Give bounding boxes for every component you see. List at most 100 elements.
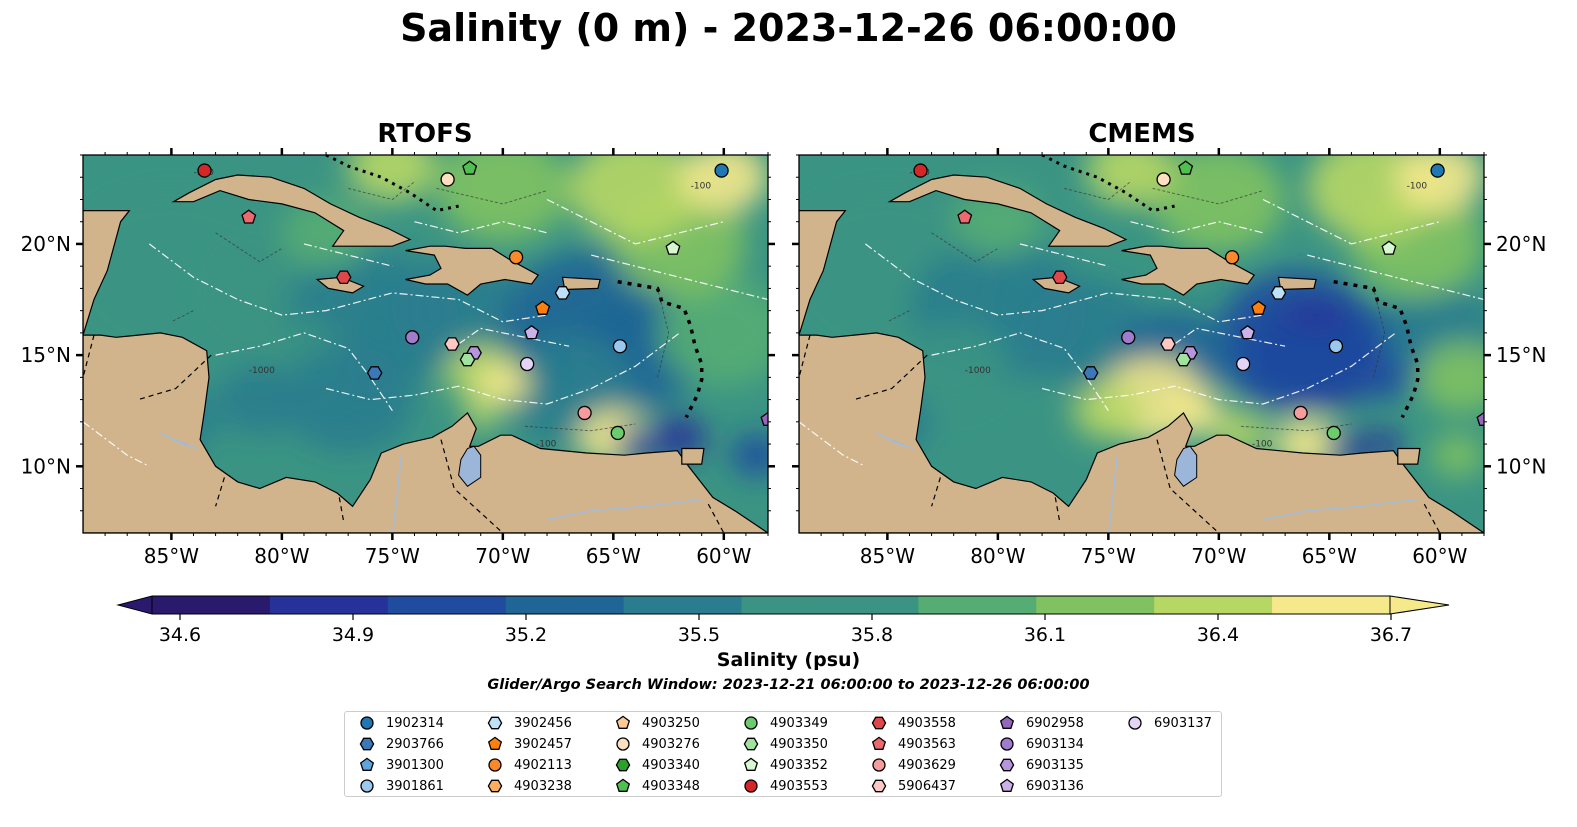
- contour-label: -100: [1407, 181, 1428, 191]
- legend-label: 3902457: [514, 736, 572, 752]
- float-marker-6903137: [519, 356, 535, 372]
- legend-label: 4903629: [898, 757, 956, 773]
- legend-marker-icon: [487, 736, 503, 750]
- colorbar-tick-label: 36.7: [1370, 624, 1412, 646]
- panel-title-cmems: CMEMS: [1088, 119, 1196, 149]
- legend-item: 1902314: [358, 713, 444, 733]
- land-yucatan: [83, 210, 131, 336]
- legend-item: 6903137: [1126, 713, 1212, 733]
- float-marker-2903766: [1082, 366, 1099, 380]
- float-marker-3901861: [612, 339, 628, 354]
- contour-label: -1000: [965, 366, 991, 376]
- colorbar-bin: [741, 596, 802, 614]
- legend-label: 6903136: [1026, 778, 1084, 794]
- eez-boundary: [1262, 198, 1440, 245]
- colorbar-extend-max: [1389, 595, 1450, 615]
- eez-boundary: [1307, 254, 1484, 301]
- contour-label: -100: [1252, 439, 1273, 449]
- colorbar-tick-label: 36.4: [1197, 624, 1239, 646]
- legend-marker-icon: [744, 779, 758, 793]
- colorbar-bin: [623, 596, 684, 614]
- legend-marker-icon: [1128, 716, 1142, 730]
- eez-boundary: [931, 332, 1109, 412]
- colorbar-tick-label: 36.1: [1024, 624, 1066, 646]
- float-marker-6903134: [405, 330, 420, 345]
- float-marker-4903349: [610, 425, 625, 441]
- float-marker-3902456: [1270, 286, 1287, 300]
- contour-label: -100: [691, 181, 712, 191]
- legend-marker-icon: [359, 757, 375, 771]
- eez-boundary: [414, 221, 548, 234]
- land-cuba: [171, 174, 412, 247]
- float-marker-4903553: [913, 163, 928, 178]
- float-marker-6903134: [1121, 330, 1136, 345]
- map-panel-rtofs: -1000-100-100-100: [83, 155, 768, 533]
- legend-label: 4903250: [642, 715, 700, 731]
- float-marker-4903352: [665, 240, 681, 255]
- legend-label: 4903348: [642, 778, 700, 794]
- legend-item: 3902456: [486, 713, 572, 733]
- colorbar-bin: [1272, 596, 1332, 614]
- contour-label: -100: [536, 439, 557, 449]
- float-marker-4903563: [957, 209, 973, 224]
- lat-tick-label: 10°N: [21, 454, 71, 478]
- legend-marker-icon: [999, 715, 1015, 729]
- legend-label: 4903340: [642, 757, 700, 773]
- float-marker-1902314: [1430, 163, 1445, 178]
- float-marker-6903136: [524, 324, 540, 340]
- legend-label: 4903276: [642, 736, 700, 752]
- eez-boundary: [215, 332, 393, 412]
- legend-item: 4902113: [486, 755, 572, 775]
- legend-marker-icon: [360, 716, 374, 730]
- legend-item: 6902958: [998, 713, 1084, 733]
- map-figure: -1000-100-100-100 -1000-100-100-100 85°W…: [21, 148, 1546, 646]
- legend-label: 4903558: [898, 715, 956, 731]
- lon-tick-label: 70°W: [475, 544, 530, 568]
- colorbar-bin: [446, 596, 507, 614]
- legend-label: 1902314: [386, 715, 444, 731]
- colorbar-bin: [1154, 596, 1214, 614]
- float-marker-4903558: [1051, 270, 1068, 285]
- float-marker-5906437: [1160, 337, 1176, 351]
- legend-item: 4903350: [742, 734, 828, 754]
- map-axes: 85°W 80°W 75°W 70°W 65°W 60°W 20°N 15°N 10°N 85°W…: [21, 148, 1546, 568]
- lat-tick-label: 20°N: [21, 232, 71, 256]
- colorbar-bin: [1213, 596, 1273, 614]
- legend-marker-icon: [743, 737, 759, 751]
- float-marker-6902958: [1476, 411, 1484, 426]
- legend-marker-icon: [871, 716, 887, 730]
- float-marker-4903348: [462, 160, 478, 175]
- contour-label: -1000: [249, 366, 275, 376]
- colorbar-bin: [1331, 596, 1391, 614]
- colorbar-tick-label: 34.6: [159, 624, 201, 646]
- land-trinidad: [1397, 447, 1421, 465]
- legend-label: 3901300: [386, 757, 444, 773]
- colorbar-tick-label: 35.8: [851, 624, 893, 646]
- land-yucatan: [799, 210, 847, 336]
- map-panel-cmems: -1000-100-100-100: [799, 155, 1484, 533]
- land-hispaniola: [405, 245, 540, 296]
- eez-boundary: [799, 421, 866, 467]
- colorbar-bin: [682, 596, 743, 614]
- legend-label: 6902958: [1026, 715, 1084, 731]
- legend-marker-icon: [616, 737, 630, 751]
- colorbar-tick-label: 34.9: [332, 624, 374, 646]
- float-marker-4902113: [508, 250, 524, 265]
- eez-boundary: [83, 421, 150, 467]
- legend-label: 6903137: [1154, 715, 1212, 731]
- colorbar-bin: [269, 596, 330, 614]
- land-puertorico: [561, 276, 601, 291]
- legend-marker-icon: [360, 779, 374, 793]
- legend-item: 2903766: [358, 734, 444, 754]
- legend-label: 4903553: [770, 778, 828, 794]
- eez-boundary: [546, 198, 724, 245]
- land-mainland: [83, 332, 768, 533]
- lon-tick-label: 80°W: [254, 544, 309, 568]
- legend-item: 4903558: [870, 713, 956, 733]
- float-marker-1902314: [714, 163, 729, 178]
- float-marker-4903276: [1156, 172, 1171, 187]
- colorbar-bin: [977, 596, 1037, 614]
- lon-tick-label: 85°W: [860, 544, 915, 568]
- panel-title-rtofs: RTOFS: [377, 119, 473, 149]
- eez-boundary: [864, 243, 1264, 323]
